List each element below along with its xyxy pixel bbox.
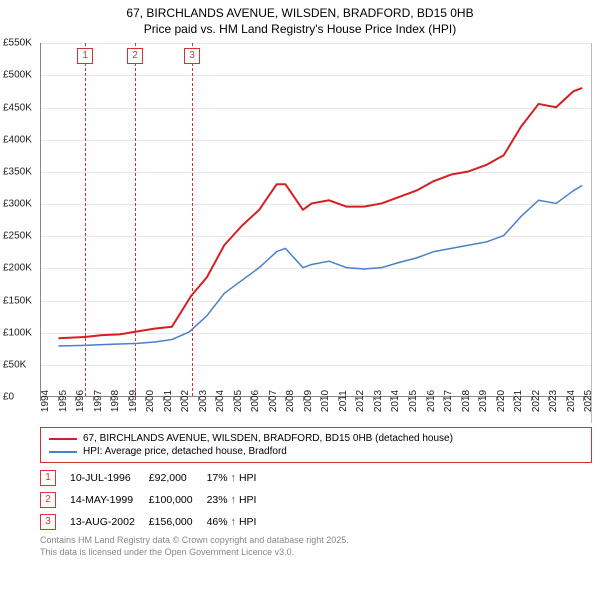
sale-date: 14-MAY-1999 [70,489,149,511]
sale-row-marker: 3 [40,514,56,530]
x-tick [40,397,41,401]
x-tick [548,397,549,401]
arrow-up-icon: ↑ [231,472,237,484]
sale-pct: 17% ↑ HPI [207,467,271,489]
line-layer [41,43,591,396]
x-tick [583,397,584,401]
x-tick [303,397,304,401]
y-tick-label: £400K [3,134,32,145]
chart-area: £0£50K£100K£150K£200K£250K£300K£350K£400… [40,43,592,423]
legend-row-hpi: HPI: Average price, detached house, Brad… [49,445,583,458]
y-tick-label: £500K [3,70,32,81]
x-tick [408,397,409,401]
sales-table: 1 10-JUL-1996£92,00017% ↑ HPI 2 14-MAY-1999… [40,467,592,533]
sale-pct: 46% ↑ HPI [207,511,271,533]
title-block: 67, BIRCHLANDS AVENUE, WILSDEN, BRADFORD… [0,0,600,39]
plot: £0£50K£100K£150K£200K£250K£300K£350K£400… [40,43,591,397]
y-tick-label: £0 [3,392,14,403]
sale-date: 10-JUL-1996 [70,467,149,489]
x-tick [461,397,462,401]
legend: 67, BIRCHLANDS AVENUE, WILSDEN, BRADFORD… [40,427,592,463]
legend-label-price: 67, BIRCHLANDS AVENUE, WILSDEN, BRADFORD… [83,433,453,444]
sale-pct: 23% ↑ HPI [207,489,271,511]
sale-row: 3 13-AUG-2002£156,00046% ↑ HPI [40,511,270,533]
y-tick-label: £100K [3,327,32,338]
footer: Contains HM Land Registry data © Crown c… [40,535,592,558]
y-tick-label: £450K [3,102,32,113]
x-tick [478,397,479,401]
y-tick-label: £550K [3,38,32,49]
sale-row: 2 14-MAY-1999£100,00023% ↑ HPI [40,489,270,511]
x-tick [93,397,94,401]
footer-line-1: Contains HM Land Registry data © Crown c… [40,535,592,547]
x-tick [198,397,199,401]
y-tick-label: £250K [3,231,32,242]
sale-price: £92,000 [149,467,207,489]
x-tick [320,397,321,401]
x-tick [513,397,514,401]
y-tick-label: £350K [3,166,32,177]
y-tick-label: £300K [3,199,32,210]
sale-row-marker: 2 [40,492,56,508]
title-line-2: Price paid vs. HM Land Registry's House … [0,22,600,38]
footer-line-2: This data is licensed under the Open Gov… [40,547,592,559]
x-tick [128,397,129,401]
x-tick [566,397,567,401]
x-tick [443,397,444,401]
x-tick [110,397,111,401]
x-tick [233,397,234,401]
x-tick [390,397,391,401]
x-tick [531,397,532,401]
y-tick-label: £150K [3,295,32,306]
x-tick [163,397,164,401]
x-tick [496,397,497,401]
y-tick-label: £200K [3,263,32,274]
x-tick [373,397,374,401]
figure: 67, BIRCHLANDS AVENUE, WILSDEN, BRADFORD… [0,0,600,559]
sale-row-marker: 1 [40,470,56,486]
legend-row-price: 67, BIRCHLANDS AVENUE, WILSDEN, BRADFORD… [49,432,583,445]
legend-swatch-hpi [49,451,77,453]
x-tick [338,397,339,401]
legend-swatch-price [49,438,77,440]
x-tick [145,397,146,401]
sale-price: £156,000 [149,511,207,533]
x-tick [355,397,356,401]
x-tick [180,397,181,401]
x-tick [215,397,216,401]
title-line-1: 67, BIRCHLANDS AVENUE, WILSDEN, BRADFORD… [0,6,600,22]
series-price_paid [58,88,582,338]
x-tick [426,397,427,401]
sale-price: £100,000 [149,489,207,511]
series-hpi [58,186,582,346]
x-tick [58,397,59,401]
sale-row: 1 10-JUL-1996£92,00017% ↑ HPI [40,467,270,489]
arrow-up-icon: ↑ [231,494,237,506]
y-tick-label: £50K [3,360,26,371]
legend-label-hpi: HPI: Average price, detached house, Brad… [83,446,287,457]
x-tick-label: 2025 [583,390,600,412]
sale-date: 13-AUG-2002 [70,511,149,533]
x-tick [250,397,251,401]
arrow-up-icon: ↑ [231,516,237,528]
x-tick [285,397,286,401]
x-tick [268,397,269,401]
x-tick [75,397,76,401]
